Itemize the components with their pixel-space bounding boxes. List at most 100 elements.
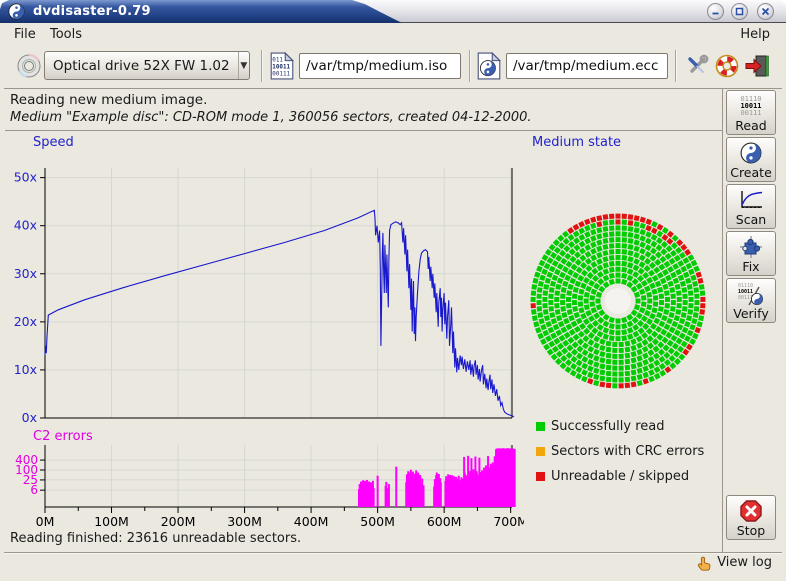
c2-bar (368, 489, 371, 507)
preferences-tools-icon-button[interactable] (682, 51, 712, 81)
disc-segment (630, 357, 637, 364)
c2-bar (499, 448, 502, 507)
minimize-button[interactable] (707, 3, 724, 20)
create-button[interactable]: Create (726, 137, 776, 182)
disc-segment (556, 315, 563, 322)
disc-segment (665, 245, 673, 253)
disc-segment (569, 277, 577, 285)
disc-segment (656, 223, 664, 231)
disc-segment (554, 303, 560, 309)
disc-segment (621, 249, 628, 255)
disc-segment (549, 312, 556, 319)
disc-segment (540, 324, 547, 331)
stop-button[interactable]: Stop (726, 495, 776, 540)
disc-segment (631, 278, 639, 286)
disc-segment (596, 258, 603, 265)
disc-segment (618, 365, 624, 371)
menu-tools[interactable]: Tools (50, 27, 83, 42)
disc-segment (599, 381, 606, 388)
disc-segment (657, 348, 665, 356)
disc-segment (651, 274, 659, 282)
disc-segment (595, 298, 601, 304)
speed-chart-title: Speed (33, 135, 74, 150)
disc-segment (633, 233, 640, 240)
legend-label-good: Successfully read (551, 419, 665, 434)
c2-bar (419, 483, 422, 507)
disc-segment (632, 264, 640, 272)
maximize-button[interactable] (731, 3, 748, 20)
ecc-file-button[interactable] (474, 51, 504, 81)
disc-segment (558, 242, 566, 250)
ecc-path-input[interactable] (506, 53, 668, 79)
disc-segment (615, 318, 621, 324)
disc-segment (642, 323, 650, 331)
disc-segment (662, 344, 670, 352)
help-lifebuoy-icon-button[interactable] (712, 51, 742, 81)
view-log-button[interactable]: View log (697, 553, 772, 572)
disc-segment (563, 245, 571, 253)
c2-bar (505, 448, 508, 507)
iso-file-button[interactable]: 011 10011 00111 (267, 51, 297, 81)
disc-segment (694, 293, 700, 299)
disc-segment (667, 280, 674, 288)
disc-segment (546, 257, 554, 265)
drive-selector[interactable]: Optical drive 52X FW 1.02 ▼ (44, 51, 250, 80)
c2-bar (503, 448, 506, 507)
disc-segment (577, 295, 584, 301)
c2-bar (453, 476, 456, 507)
read-button[interactable]: 01110 10011 00111 Read (726, 90, 776, 135)
disc-segment (586, 323, 594, 331)
verify-button[interactable]: 01110 10011 00111 Verify (726, 278, 776, 323)
disc-segment (636, 342, 643, 349)
disc-segment (565, 351, 573, 359)
menu-help[interactable]: Help (740, 27, 770, 42)
iso-path-input[interactable] (299, 53, 461, 79)
disc-segment (581, 375, 588, 383)
disc-segment (638, 288, 646, 296)
disc-segment (647, 298, 653, 304)
disc-segment (645, 224, 652, 232)
fix-button[interactable]: Fix (726, 231, 776, 276)
menu-file[interactable]: File (14, 27, 36, 42)
c2-ytick-label: 100 (15, 463, 38, 477)
close-button[interactable] (757, 3, 774, 20)
disc-segment (602, 214, 609, 220)
disc-segment (656, 271, 664, 279)
disc-segment (681, 306, 688, 312)
disc-segment (670, 300, 676, 306)
disc-segment (593, 380, 600, 387)
disc-segment (656, 311, 663, 319)
disc-segment (590, 241, 597, 249)
disc-segment (591, 327, 599, 335)
disc-segment (624, 376, 631, 383)
scan-button[interactable]: Scan (726, 184, 776, 229)
disc-segment (678, 318, 686, 325)
x-axis-label: 600M (427, 514, 462, 529)
c2-bar (508, 448, 511, 507)
disc-segment (578, 240, 586, 248)
disc-segment (630, 338, 637, 345)
disc-segment (649, 322, 657, 330)
c2-bar (456, 479, 459, 507)
disc-segment (668, 257, 676, 265)
disc-segment (660, 248, 668, 256)
disc-segment (579, 254, 587, 262)
disc-segment (602, 274, 610, 282)
disc-segment (694, 300, 700, 306)
disc-segment (573, 244, 581, 252)
disc-segment (663, 351, 671, 359)
disc-segment (670, 306, 676, 312)
disc-segment (642, 358, 649, 366)
disc-segment (615, 260, 621, 266)
exit-door-icon-button[interactable] (742, 51, 772, 81)
disc-segment (669, 249, 677, 257)
disc-segment (672, 263, 680, 270)
disc-segment (658, 320, 666, 328)
disc-segment (596, 221, 603, 228)
disc-segment (543, 315, 550, 322)
disc-segment (599, 338, 606, 345)
disc-segment (683, 271, 690, 279)
disc-segment (548, 306, 555, 312)
disc-segment (615, 266, 621, 272)
